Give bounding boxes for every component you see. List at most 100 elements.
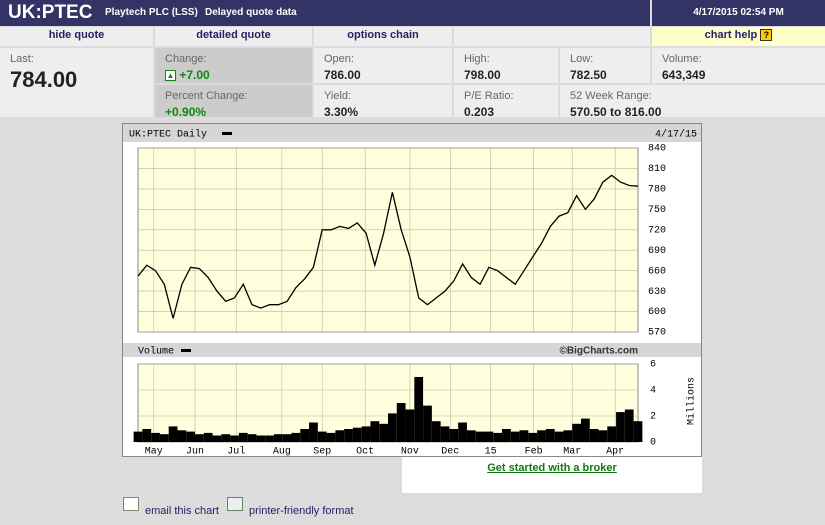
value: 643,349 (662, 68, 706, 82)
volume-bar (265, 435, 274, 442)
volume-bar (449, 429, 459, 442)
volume-bar (466, 430, 476, 442)
label: P/E Ratio: (464, 90, 514, 102)
tab[interactable]: chart help (704, 29, 758, 41)
broker-box: Get started with a broker (402, 457, 702, 493)
label: Last: (10, 53, 34, 65)
volume-bar (291, 432, 301, 442)
volume-bar (123, 343, 701, 357)
y-tick-label: 750 (648, 205, 666, 216)
y-tick-label: 0 (650, 438, 656, 449)
tab[interactable]: detailed quote (155, 27, 312, 46)
volume-bar (493, 432, 503, 442)
chart: UK:PTEC Daily 4/17/15 Volume ©BigCharts.… (122, 123, 702, 457)
volume-bar (352, 427, 362, 442)
low-cell: Low: 782.50 (560, 48, 650, 83)
volume-bar (396, 403, 406, 442)
y-tick-label: 570 (648, 328, 666, 339)
x-tick-label: Sep (313, 447, 331, 457)
y-tick-label: 630 (648, 287, 666, 298)
value: 782.50 (570, 68, 607, 82)
credit: ©BigCharts.com (560, 346, 639, 357)
print-icon[interactable] (227, 497, 243, 511)
volume-label: Volume (138, 346, 174, 358)
volume-bar (545, 429, 555, 442)
y-tick-label: 6 (650, 360, 656, 371)
volume-bar (484, 431, 494, 442)
volume-bar (528, 432, 538, 442)
volume-bar (168, 426, 178, 442)
volume-bar (203, 432, 213, 442)
volume-bar (212, 435, 222, 442)
chart-title: UK:PTEC Daily (129, 129, 207, 141)
y-tick-label: 720 (648, 225, 666, 236)
y-tick-label: 690 (648, 246, 666, 257)
volume-bar (616, 412, 625, 442)
pct-change-cell: Percent Change: +0.90% (155, 85, 312, 119)
y-tick-label: 780 (648, 185, 666, 196)
y-tick-label: 2 (650, 412, 656, 423)
volume-bar (230, 435, 239, 442)
label: Percent Change: (165, 90, 248, 102)
company-name: Playtech PLC (LSS) (105, 7, 198, 18)
volume-bar (598, 430, 608, 442)
value: 798.00 (464, 68, 501, 82)
volume-bar (142, 429, 152, 442)
yield-cell: Yield: 3.30% (314, 85, 452, 119)
volume-bar (256, 435, 266, 442)
email-link[interactable]: email this chart (145, 505, 219, 517)
volume-bar (195, 434, 204, 442)
volume-bar (379, 423, 388, 442)
volume-bar (151, 432, 160, 442)
y-tick-label: 840 (648, 144, 666, 155)
volume-bar (423, 405, 432, 442)
email-icon[interactable] (123, 497, 139, 511)
help-tab[interactable]: chart help ? (652, 27, 825, 46)
label: High: (464, 53, 490, 65)
volume-bar (510, 431, 520, 442)
value: 570.50 to 816.00 (570, 105, 662, 119)
volume-bar (238, 432, 248, 442)
value: +0.90% (165, 105, 207, 119)
price-plot (137, 147, 639, 333)
print-link[interactable]: printer-friendly format (249, 505, 354, 517)
volume-bar (309, 422, 318, 442)
volume-cell: Volume: 643,349 (652, 48, 825, 83)
volume-bar (326, 432, 336, 442)
broker-link[interactable]: Get started with a broker (487, 462, 617, 474)
help-icon[interactable]: ? (760, 29, 773, 41)
volume-bar (247, 434, 257, 442)
y-tick-label: 810 (648, 164, 666, 175)
y-tick-label: 660 (648, 266, 666, 277)
tab[interactable]: hide quote (0, 27, 153, 46)
volume-bar (186, 431, 196, 442)
timestamp: 4/17/2015 02:54 PM (652, 0, 825, 26)
volume-bar (519, 430, 529, 442)
x-tick-label: Aug (273, 447, 291, 457)
tab-spacer (454, 27, 650, 46)
price-line (137, 174, 639, 319)
volume-bar (405, 409, 415, 442)
volume-bar (300, 429, 310, 442)
label: Yield: (324, 90, 352, 102)
volume-bar (502, 429, 511, 442)
label: 52 Week Range: (570, 90, 652, 102)
tab[interactable]: options chain (314, 27, 452, 46)
label: Low: (570, 53, 594, 65)
volume-bar (282, 434, 292, 442)
value: 786.00 (324, 68, 361, 82)
open-cell: Open: 786.00 (314, 48, 452, 83)
volume-bar (370, 421, 380, 442)
volume-bar (414, 377, 424, 442)
change-cell: Change: ▲ +7.00 (155, 48, 312, 83)
volume-bar (537, 430, 546, 442)
volume-axis-label: Millions (686, 377, 698, 425)
high-cell: High: 798.00 (454, 48, 558, 83)
x-tick-label: May (145, 447, 163, 457)
quote-note: Delayed quote data (205, 7, 297, 18)
value: 0.203 (464, 105, 495, 119)
value: 3.30% (324, 105, 359, 119)
x-tick-label: 15 (485, 447, 497, 457)
x-tick-label: Dec (441, 447, 459, 457)
